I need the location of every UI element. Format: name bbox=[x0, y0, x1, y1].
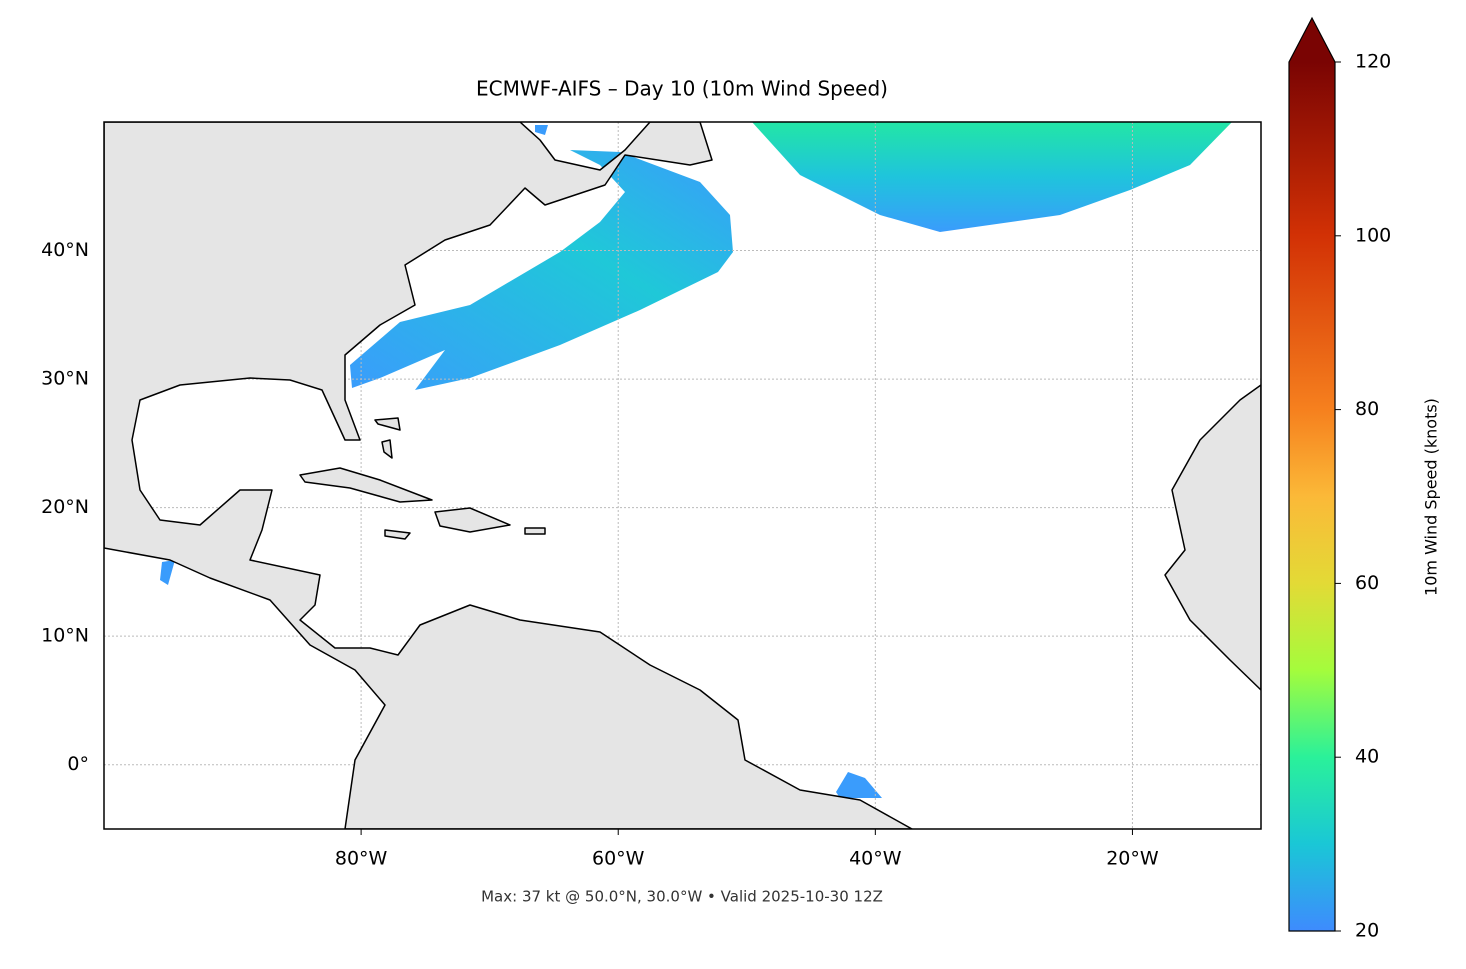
hispaniola bbox=[434, 507, 511, 533]
colorbar-frame bbox=[1288, 16, 1336, 932]
colorbar-tick-label: 120 bbox=[1355, 51, 1391, 73]
colorbar-tick-label: 80 bbox=[1355, 398, 1379, 420]
colorbar-tick-label: 20 bbox=[1355, 920, 1379, 942]
colorbar-label: 10m Wind Speed (knots) bbox=[1422, 398, 1441, 596]
y-tick-label: 40°N bbox=[41, 239, 89, 261]
colorbar-tick-label: 100 bbox=[1355, 224, 1391, 246]
chart-title: ECMWF-AIFS – Day 10 (10m Wind Speed) bbox=[476, 77, 888, 101]
colorbar bbox=[1289, 62, 1335, 931]
wind-swath bbox=[752, 122, 1232, 232]
americas bbox=[104, 122, 913, 829]
wind-swaths bbox=[160, 122, 1232, 798]
colorbar-tick-label: 40 bbox=[1355, 746, 1379, 768]
axes: 80°W 60°W 40°W 20°W 0° 10°N 20°N 30°N 40°N 20 40 60… bbox=[41, 51, 1391, 942]
annotation: Max: 37 kt @ 50.0°N, 30.0°W • Valid 2025… bbox=[481, 888, 883, 906]
cuba bbox=[299, 467, 433, 503]
y-tick-label: 30°N bbox=[41, 368, 89, 390]
plot-frame bbox=[103, 121, 1262, 830]
wind-swath bbox=[350, 150, 733, 390]
x-tick-label: 80°W bbox=[335, 848, 388, 870]
colorbar-extend bbox=[1289, 18, 1335, 62]
jamaica bbox=[384, 529, 411, 540]
map bbox=[104, 122, 1261, 829]
x-tick-label: 60°W bbox=[592, 848, 645, 870]
puerto-rico bbox=[524, 527, 546, 535]
y-tick-label: 20°N bbox=[41, 496, 89, 518]
colorbar-tick-label: 60 bbox=[1355, 572, 1379, 594]
y-tick-label: 10°N bbox=[41, 625, 89, 647]
y-tick-label: 0° bbox=[67, 753, 89, 775]
africa bbox=[1164, 384, 1261, 691]
bahamas bbox=[374, 417, 401, 459]
x-tick-label: 40°W bbox=[849, 848, 902, 870]
land bbox=[104, 122, 1261, 829]
x-tick-label: 20°W bbox=[1106, 848, 1159, 870]
